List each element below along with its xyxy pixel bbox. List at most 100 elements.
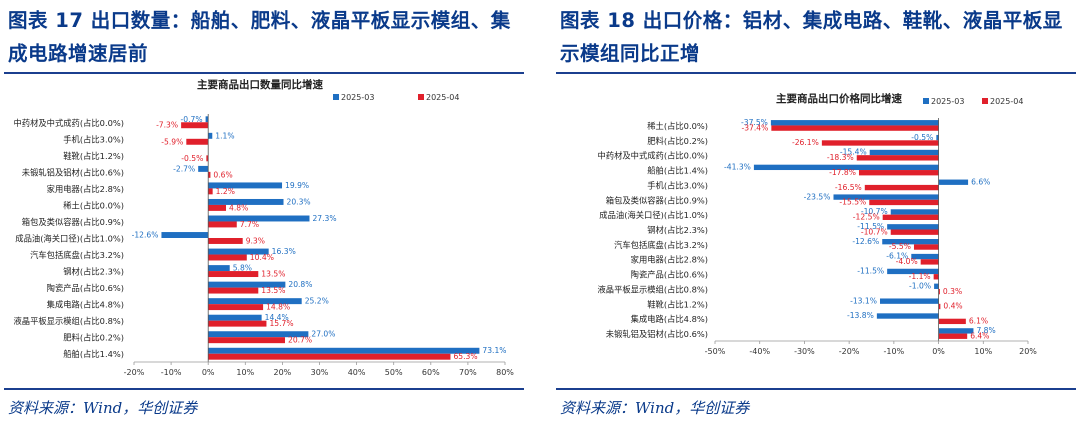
data-label-2025-03: -23.5% xyxy=(804,192,831,201)
x-tick-label: 0% xyxy=(932,347,945,356)
data-label-2025-04: 13.5% xyxy=(261,286,285,295)
category-label: 陶瓷产品(占比0.6%) xyxy=(631,270,708,280)
bar-2025-04 xyxy=(890,229,939,235)
x-tick-label: -10% xyxy=(161,368,182,377)
bar-2025-03 xyxy=(208,248,269,255)
x-tick-label: 10% xyxy=(974,347,992,356)
data-label-2025-03: -0.5% xyxy=(911,133,933,142)
x-tick-label: -40% xyxy=(749,347,770,356)
category-label: 箱包及类似容器(占比0.9%) xyxy=(22,217,124,227)
bar-2025-04 xyxy=(208,304,264,311)
bar-2025-04 xyxy=(186,138,209,145)
category-label: 集成电路(占比4.8%) xyxy=(47,300,124,310)
data-label-2025-03: -6.1% xyxy=(886,252,908,261)
data-label-2025-04: -12.5% xyxy=(853,212,880,221)
data-label-2025-04: 6.4% xyxy=(970,331,989,340)
bar-2025-04 xyxy=(938,333,968,339)
data-label-2025-04: -26.1% xyxy=(792,138,819,147)
category-label: 中药材及中式成药(占比0.0%) xyxy=(597,151,708,161)
data-label-2025-03: 27.0% xyxy=(311,330,335,339)
source-note: 资料来源：Wind，华创证券 xyxy=(560,399,750,417)
legend-label-2025-03: 2025-03 xyxy=(931,97,964,106)
category-label: 船舶(占比1.4%) xyxy=(63,349,124,359)
data-label-2025-04: -0.5% xyxy=(181,154,203,163)
data-label-2025-04: 0.4% xyxy=(943,302,962,311)
bar-2025-03 xyxy=(869,149,939,156)
data-label-2025-03: -15.4% xyxy=(840,148,867,157)
x-tick-label: 80% xyxy=(496,368,514,377)
category-label: 稀土(占比0.0%) xyxy=(647,121,708,131)
bar-2025-04 xyxy=(208,204,227,211)
category-label: 肥料(占比0.2%) xyxy=(647,136,708,146)
category-label: 汽车包括底盘(占比3.2%) xyxy=(614,240,708,250)
bar-2025-04 xyxy=(913,244,939,250)
bar-2025-03 xyxy=(208,215,310,222)
x-tick-label: 60% xyxy=(422,368,440,377)
data-label-2025-03: -13.1% xyxy=(850,296,877,305)
data-label-2025-03: 7.8% xyxy=(976,326,995,335)
data-label-2025-04: 0.3% xyxy=(943,287,962,296)
x-tick-label: -50% xyxy=(705,347,726,356)
data-label-2025-04: -5.9% xyxy=(161,137,183,146)
data-label-2025-03: -12.6% xyxy=(852,237,879,246)
bar-2025-04 xyxy=(208,171,211,178)
data-label-2025-03: -13.8% xyxy=(847,311,874,320)
legend-swatch-2025-04 xyxy=(982,98,988,104)
category-label: 家用电器(占比2.8%) xyxy=(47,184,124,194)
data-label-2025-04: -1.1% xyxy=(909,272,931,281)
category-label: 中药材及中式成药(占比0.0%) xyxy=(13,118,124,128)
bar-2025-04 xyxy=(208,287,259,294)
data-label-2025-04: -4.0% xyxy=(896,257,918,266)
category-label: 未锻轧铝及铝材(占比0.6%) xyxy=(22,167,124,177)
title-divider xyxy=(556,72,1076,74)
bar-2025-03 xyxy=(208,298,302,305)
category-label: 鞋靴(占比1.2%) xyxy=(647,299,708,309)
data-label-2025-03: -11.5% xyxy=(857,267,884,276)
data-label-2025-03: -37.5% xyxy=(741,118,768,127)
data-label-2025-04: -18.3% xyxy=(827,153,854,162)
data-label-2025-03: 16.3% xyxy=(272,247,296,256)
category-label: 家用电器(占比2.8%) xyxy=(631,255,708,265)
x-tick-label: 50% xyxy=(385,368,403,377)
data-label-2025-04: 20.7% xyxy=(288,336,312,345)
bar-2025-03 xyxy=(208,331,309,338)
bar-2025-04 xyxy=(208,320,267,327)
data-label-2025-03: -0.7% xyxy=(181,115,203,124)
bar-2025-03 xyxy=(753,164,939,171)
data-label-2025-04: -15.5% xyxy=(839,198,866,207)
data-label-2025-03: 5.8% xyxy=(233,264,252,273)
category-label: 手机(占比3.0%) xyxy=(647,180,708,190)
bar-2025-04 xyxy=(208,188,213,195)
data-label-2025-03: -1.0% xyxy=(909,281,931,290)
data-label-2025-04: 15.7% xyxy=(269,319,293,328)
legend-label-2025-03: 2025-03 xyxy=(341,93,374,102)
legend-swatch-2025-03 xyxy=(333,94,339,100)
data-label-2025-04: 65.3% xyxy=(453,352,477,361)
legend-label-2025-04: 2025-04 xyxy=(990,97,1023,106)
data-label-2025-04: -17.8% xyxy=(829,168,856,177)
bar-2025-04 xyxy=(933,274,939,280)
bar-2025-04 xyxy=(208,271,259,278)
bar-2025-03 xyxy=(208,132,213,139)
bar-2025-04 xyxy=(771,125,939,131)
bar-2025-03 xyxy=(161,232,209,238)
bar-2025-04 xyxy=(181,122,209,129)
source-divider xyxy=(4,388,524,390)
category-label: 稀土(占比0.0%) xyxy=(63,200,124,210)
x-tick-label: 70% xyxy=(459,368,477,377)
category-label: 未锻轧铝及铝材(占比0.6%) xyxy=(606,329,708,339)
source-divider xyxy=(556,388,1076,390)
bar-2025-03 xyxy=(833,194,939,200)
data-label-2025-04: 1.2% xyxy=(216,187,235,196)
category-label: 陶瓷产品(占比0.6%) xyxy=(47,283,124,293)
legend-swatch-2025-03 xyxy=(923,98,929,104)
data-label-2025-03: -2.7% xyxy=(173,164,195,173)
bar-2025-03 xyxy=(911,253,939,260)
data-label-2025-04: -10.7% xyxy=(861,227,888,236)
export-volume-chart: 主要商品出口数量同比增速 2025-03 2025-04 中药材及中式成药(占比0.0… xyxy=(13,78,514,377)
category-label: 成品油(海关口径)(占比1.0%) xyxy=(15,234,124,244)
bar-2025-03 xyxy=(770,120,939,126)
data-label-2025-03: -10.7% xyxy=(861,207,888,216)
bar-2025-03 xyxy=(208,198,284,205)
data-label-2025-04: 10.4% xyxy=(250,253,274,262)
